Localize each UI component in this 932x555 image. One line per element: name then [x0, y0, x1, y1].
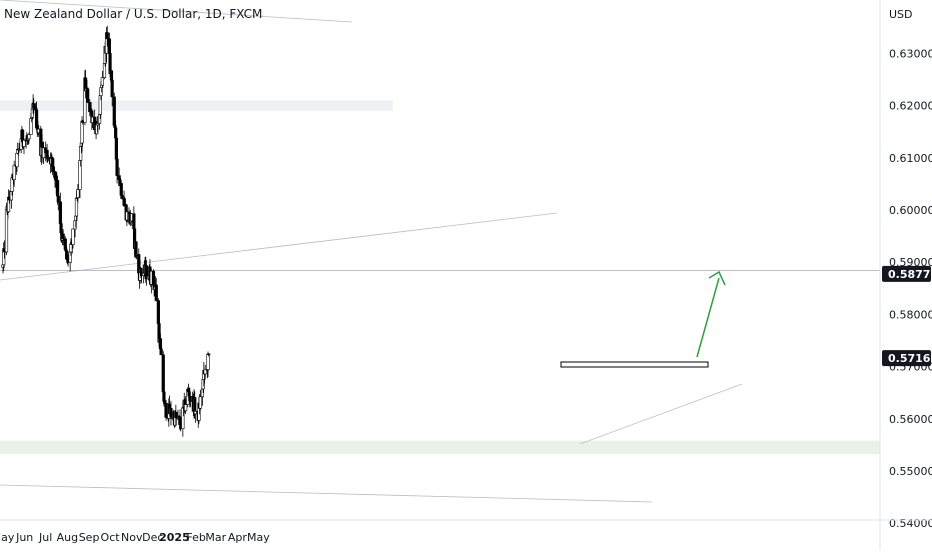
candle-body [22, 139, 26, 147]
y-tick-label: 0.63000 [889, 47, 932, 60]
x-tick-label: 2025 [159, 531, 190, 544]
candle-body [15, 152, 19, 168]
candle-body [4, 209, 9, 253]
candle-body [120, 195, 124, 199]
candle-body [12, 164, 16, 180]
x-tick-label: Dec [142, 531, 163, 544]
x-tick-label: Feb [186, 531, 205, 544]
candle-body [161, 354, 165, 393]
y-tick-label: 0.60000 [889, 204, 932, 217]
candle-body [27, 134, 31, 140]
candle-body [76, 189, 80, 198]
price-label-box-1 [882, 350, 931, 367]
x-tick-label: May [247, 531, 270, 544]
candle-body [53, 171, 58, 181]
y-tick-label: 0.55000 [889, 465, 932, 478]
candle-body [132, 213, 136, 230]
candle-body [174, 411, 178, 418]
chart-title: New Zealand Dollar / U.S. Dollar, 1D, FX… [4, 7, 263, 21]
y-tick-label: 0.54000 [889, 517, 932, 530]
x-tick-label: Oct [101, 531, 121, 544]
trendline-top [0, 0, 353, 23]
candle-body [114, 137, 118, 160]
candle-body [154, 284, 158, 301]
candle-body [115, 158, 119, 176]
price-label-0: 0.58776 [888, 268, 932, 281]
candle-body [100, 77, 104, 86]
x-tick-label: Jul [38, 531, 52, 544]
price-label-box-0 [882, 265, 931, 282]
x-tick-label: May [0, 531, 15, 544]
zone-support [0, 440, 880, 455]
candle-body [86, 88, 90, 103]
candle-body [164, 402, 168, 418]
x-tick-label: Aug [57, 531, 78, 544]
candle-body [105, 32, 109, 40]
candle-body [51, 166, 55, 173]
price-label-1: 0.57162 [888, 352, 932, 365]
y-tick-label: 0.58000 [889, 308, 932, 321]
breakout-box [560, 361, 709, 368]
candle-body [71, 228, 75, 245]
candle-body [69, 243, 73, 253]
candle-body [184, 404, 188, 412]
candle-body [61, 233, 65, 240]
candle-body [207, 353, 211, 356]
candle-body [119, 183, 123, 196]
x-tick-label: Nov [121, 531, 143, 544]
x-tick-label: Apr [228, 531, 248, 544]
candle-body [110, 79, 114, 98]
candle-body [169, 408, 173, 418]
candle-body [63, 238, 67, 250]
trendline-rising [579, 383, 743, 445]
candle-body [32, 103, 36, 109]
trendline-bottom [0, 484, 653, 503]
x-tick-label: Sep [79, 531, 100, 544]
candle-body [203, 369, 207, 375]
candle-body [198, 396, 202, 409]
y-tick-label: 0.56000 [889, 413, 932, 426]
candle-body [51, 158, 55, 168]
projection-arrow-head [708, 270, 726, 286]
candle-body [17, 149, 21, 151]
x-tick-label: Jun [15, 531, 33, 544]
trendline-middle [0, 212, 558, 281]
candle-body [95, 123, 100, 126]
candle-body [159, 348, 163, 356]
candle-body [56, 195, 60, 203]
currency-label: USD [889, 8, 913, 21]
candle-body [55, 180, 60, 197]
y-tick-label: 0.62000 [889, 100, 932, 113]
candle-body [112, 96, 116, 126]
x-tick-label: Mar [205, 531, 226, 544]
candle-body [158, 338, 163, 350]
zone-resistance [0, 100, 393, 111]
y-tick-label: 0.61000 [889, 152, 932, 165]
projection-arrow-shaft [696, 277, 720, 358]
